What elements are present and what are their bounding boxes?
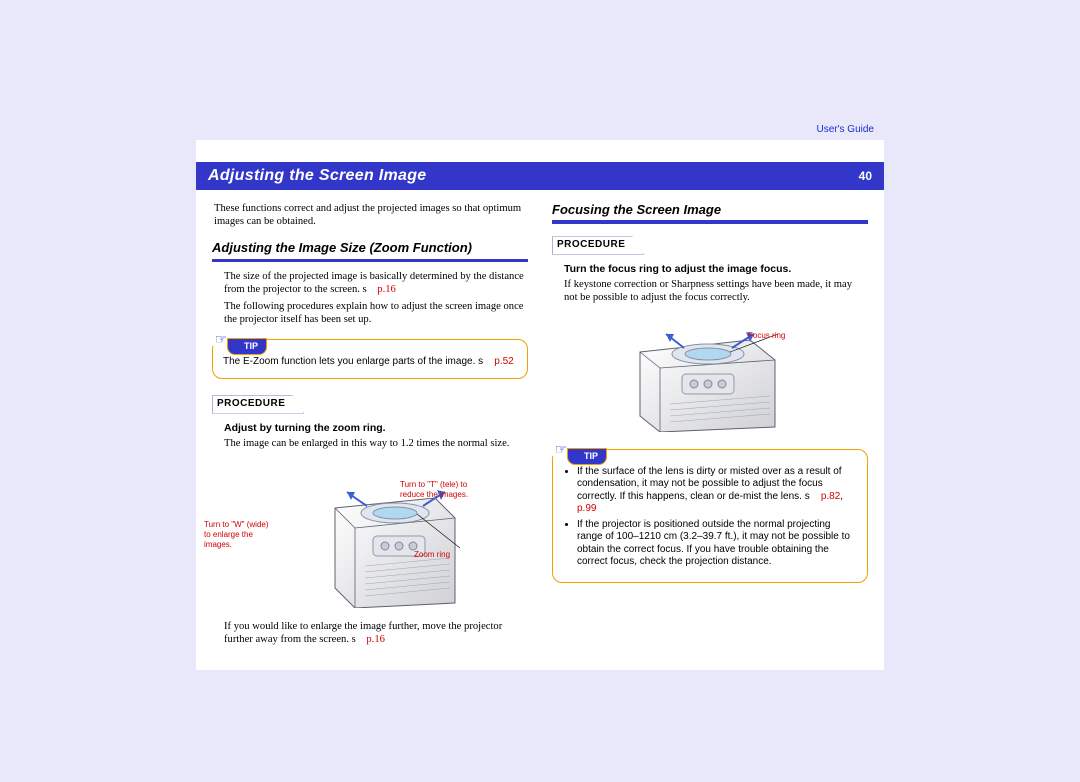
zoom-para-2a: If you would like to enlarge the image f… bbox=[224, 621, 502, 645]
tip-box-focus: ☞ TIP If the surface of the lens is dirt… bbox=[552, 449, 868, 583]
intro-text: These functions correct and adjust the p… bbox=[214, 202, 528, 228]
section-focus-header: Focusing the Screen Image bbox=[552, 202, 868, 224]
tip-item-2-text: If the projector is positioned outside t… bbox=[577, 519, 850, 568]
callout-focus-ring: Focus ring bbox=[748, 331, 785, 341]
tip-label: TIP bbox=[227, 338, 267, 355]
zoom-step-body: The image can be enlarged in this way to… bbox=[224, 437, 528, 450]
zoom-para-1: The size of the projected image is basic… bbox=[224, 270, 528, 296]
callout-zoom-ring: Zoom ring bbox=[414, 550, 450, 560]
ref-p16-b[interactable]: p.16 bbox=[366, 634, 385, 645]
page-title: Adjusting the Screen Image bbox=[208, 167, 859, 185]
tip-item-1: If the surface of the lens is dirty or m… bbox=[577, 466, 857, 516]
page-number: 40 bbox=[859, 169, 872, 183]
callout-tele: Turn to "T" (tele) to reduce the images. bbox=[400, 480, 474, 500]
ref-p52[interactable]: p.52 bbox=[494, 356, 513, 367]
tip-label-2: TIP bbox=[567, 448, 607, 465]
title-bar: Adjusting the Screen Image 40 bbox=[196, 162, 884, 190]
focus-step-body: If keystone correction or Sharpness sett… bbox=[564, 278, 868, 304]
projector-focus-svg bbox=[600, 312, 820, 432]
ref-p16-a[interactable]: p.16 bbox=[377, 284, 396, 295]
guide-label: User's Guide bbox=[817, 124, 875, 135]
ref-p99[interactable]: p.99 bbox=[577, 503, 596, 514]
zoom-step: Adjust by turning the zoom ring. bbox=[224, 422, 528, 435]
tip-item-2: If the projector is positioned outside t… bbox=[577, 519, 857, 569]
right-column: Focusing the Screen Image PROCEDURE Turn… bbox=[552, 196, 868, 660]
content-columns: These functions correct and adjust the p… bbox=[212, 196, 868, 660]
tip-zoom-text: The E-Zoom function lets you enlarge par… bbox=[223, 356, 483, 367]
procedure-label-right: PROCEDURE bbox=[552, 236, 644, 255]
zoom-para-1b: The following procedures explain how to … bbox=[224, 300, 528, 326]
zoom-figure: Turn to "W" (wide) to enlarge the images… bbox=[212, 458, 528, 612]
tip-list: If the surface of the lens is dirty or m… bbox=[563, 466, 857, 569]
left-column: These functions correct and adjust the p… bbox=[212, 196, 528, 660]
manual-page: User's Guide Adjusting the Screen Image … bbox=[196, 140, 884, 670]
callout-wide: Turn to "W" (wide) to enlarge the images… bbox=[204, 520, 274, 550]
focus-step: Turn the focus ring to adjust the image … bbox=[564, 263, 868, 276]
tip-item-1-text: If the surface of the lens is dirty or m… bbox=[577, 466, 842, 502]
procedure-label-left: PROCEDURE bbox=[212, 395, 304, 414]
zoom-para-2: If you would like to enlarge the image f… bbox=[224, 620, 528, 646]
ref-sep: , bbox=[840, 491, 843, 502]
zoom-para-1a: The size of the projected image is basic… bbox=[224, 271, 524, 295]
focus-figure: Focus ring bbox=[552, 312, 868, 436]
tip-box-zoom: ☞ TIP The E-Zoom function lets you enlar… bbox=[212, 339, 528, 380]
section-zoom-header: Adjusting the Image Size (Zoom Function) bbox=[212, 240, 528, 261]
ref-p82[interactable]: p.82 bbox=[821, 491, 840, 502]
